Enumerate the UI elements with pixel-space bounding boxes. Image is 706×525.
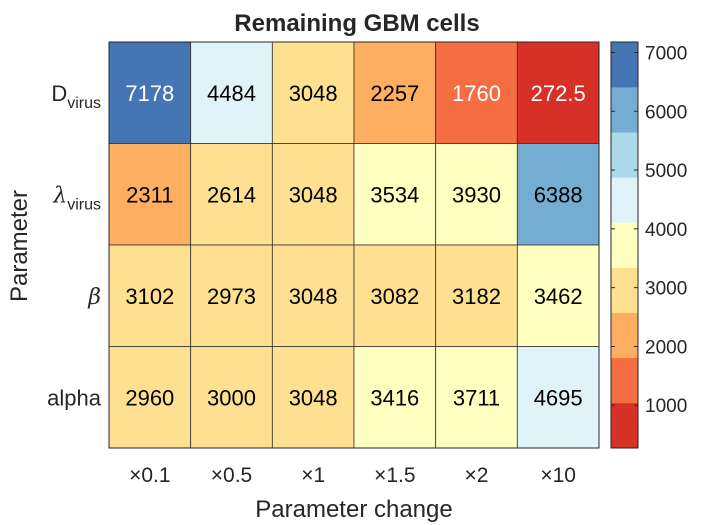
cell-value-label: 2614: [207, 182, 256, 207]
colorbar-segment: [611, 177, 638, 223]
heatmap-cell: [516, 244, 600, 347]
heatmap-cell: [190, 244, 273, 347]
chart-title: Remaining GBM cells: [234, 10, 479, 37]
cell-value-label: 3048: [289, 284, 338, 309]
cell-value-label: 3048: [289, 385, 338, 410]
cell-value-label: 1760: [452, 81, 501, 106]
heatmap-cell: [108, 244, 192, 347]
cell-value-label: 2257: [370, 81, 419, 106]
colorbar-segment: [611, 357, 638, 404]
heatmap-cell: [271, 346, 355, 449]
colorbar-tick-label: 3000: [645, 279, 687, 300]
heatmap-cell: [353, 244, 437, 347]
colorbar-tick-label: 6000: [645, 102, 687, 123]
y-tick-label: Dvirus: [51, 81, 101, 112]
x-tick-label: ×0.5: [211, 464, 252, 487]
colorbar-frame: [610, 41, 639, 449]
cell-value-label: 3082: [370, 284, 419, 309]
cell-value-label: 4484: [207, 81, 256, 106]
cell-value-label: 3462: [534, 284, 583, 309]
heatmap-cell: [108, 346, 192, 449]
heatmap-cell: [353, 143, 437, 246]
colorbar-segment: [611, 402, 638, 449]
x-tick-label: ×2: [465, 464, 489, 487]
heatmap-cell: [516, 41, 600, 144]
cell-value-label: 7178: [125, 81, 174, 106]
cell-value-label: 3048: [289, 81, 338, 106]
heatmap-cell: [190, 346, 273, 449]
cell-value-label: 2311: [126, 182, 173, 207]
heatmap-cell: [516, 143, 600, 246]
cell-value-label: 3534: [370, 182, 419, 207]
heatmap-cell: [190, 143, 273, 246]
y-tick-label: β: [87, 285, 101, 310]
cell-value-label: 3182: [452, 284, 501, 309]
cell-value-label: 2973: [207, 284, 256, 309]
colorbar-segment: [611, 312, 638, 359]
colorbar-tick-label: 4000: [645, 220, 687, 241]
heatmap-cell: [353, 346, 437, 449]
cell-value-label: 3048: [289, 182, 338, 207]
x-tick-label: ×1.5: [374, 464, 415, 487]
colorbar-segment: [611, 42, 638, 88]
cell-value-label: 6388: [534, 182, 583, 207]
y-axis-label: Parameter: [6, 190, 33, 302]
x-tick-labels: ×0.1 ×0.5 ×1 ×1.5 ×2 ×10: [129, 464, 576, 487]
x-axis-label: Parameter change: [255, 496, 452, 523]
colorbar-segment: [611, 87, 638, 133]
colorbar-tick-label: 2000: [645, 337, 687, 358]
x-tick-label: ×0.1: [129, 464, 170, 487]
cell-value-label: 4695: [534, 385, 583, 410]
colorbar-tick-label: 1000: [645, 396, 687, 417]
cell-value-label: 3000: [207, 385, 256, 410]
cell-value-label: 272.5: [531, 81, 586, 106]
colorbar-segment: [611, 222, 638, 268]
colorbar-segment: [611, 132, 638, 178]
plot-frame: [108, 41, 600, 449]
colorbar-segment: [611, 267, 638, 313]
y-tick-label: λvirus: [52, 183, 101, 213]
cell-value-label: 3711: [453, 385, 500, 410]
heatmap-cell: [435, 244, 518, 347]
heatmap-cell: [353, 41, 437, 144]
colorbar-tick-label: 5000: [645, 161, 687, 182]
heatmap-cell: [435, 346, 518, 449]
heatmap-cell: [190, 41, 273, 144]
cell-value-label: 3102: [125, 284, 174, 309]
x-tick-label: ×1: [301, 464, 325, 487]
colorbar: 1000 2000 3000 4000 5000 6000 7000: [610, 41, 687, 449]
cell-value-label: 2960: [125, 385, 174, 410]
heatmap-cell: [108, 41, 192, 144]
colorbar-tick-label: 7000: [645, 43, 687, 64]
x-tick-label: ×10: [540, 464, 576, 487]
y-tick-labels: Dvirus λvirus β alpha: [47, 81, 102, 411]
heatmap-cell: [271, 244, 355, 347]
cell-value-label: 3930: [452, 182, 501, 207]
y-tick-label: alpha: [47, 385, 102, 410]
heatmap-cells: 7178 4484 3048 2257 1760 272.5 2311 2614 3048 353…: [108, 41, 600, 449]
cell-value-label: 3416: [370, 385, 419, 410]
heatmap-cell: [435, 41, 518, 144]
